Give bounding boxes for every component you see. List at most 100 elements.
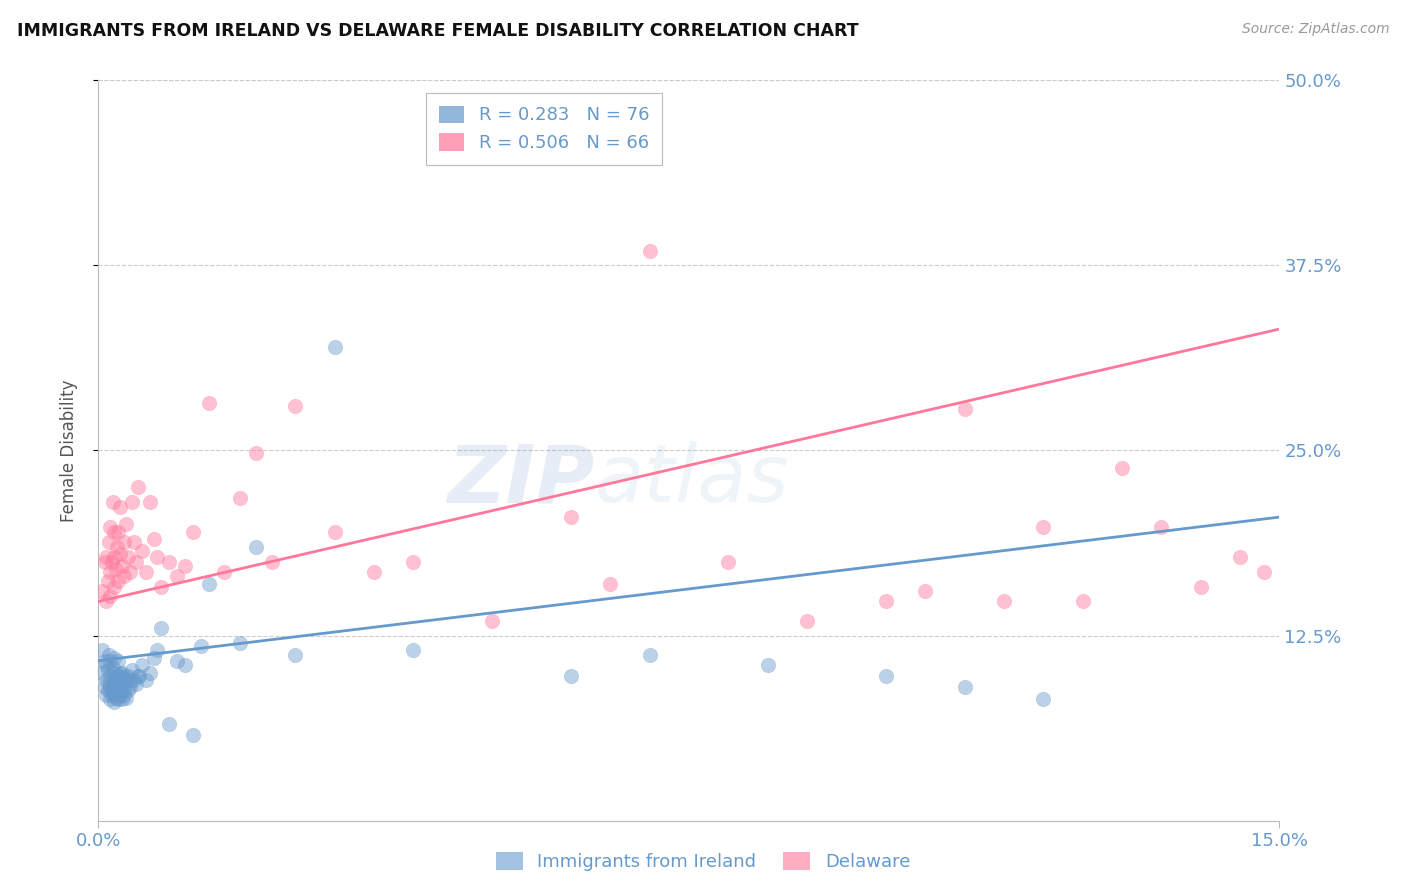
Point xyxy=(105,683,128,698)
Point xyxy=(97,535,120,549)
Legend: R = 0.283   N = 76, R = 0.506   N = 66: R = 0.283 N = 76, R = 0.506 N = 66 xyxy=(426,93,662,165)
Point xyxy=(135,565,157,579)
Point xyxy=(197,396,219,410)
Point xyxy=(135,673,157,687)
Point xyxy=(993,594,1015,608)
Point xyxy=(108,688,131,702)
Point xyxy=(112,668,135,682)
Point xyxy=(121,673,143,687)
Point xyxy=(110,500,132,514)
Y-axis label: Female Disability: Female Disability xyxy=(59,379,77,522)
Point xyxy=(1071,594,1094,608)
Point xyxy=(107,681,129,695)
Point xyxy=(150,580,173,594)
Point xyxy=(953,681,976,695)
Point xyxy=(166,569,188,583)
Point xyxy=(103,695,125,709)
Point xyxy=(138,665,160,680)
Point xyxy=(96,550,118,565)
Point xyxy=(245,540,267,554)
Point xyxy=(101,673,124,687)
Point xyxy=(197,576,219,591)
Point xyxy=(122,673,145,687)
Point xyxy=(284,399,307,413)
Point xyxy=(103,524,125,539)
Point xyxy=(181,728,204,742)
Point xyxy=(402,555,425,569)
Point xyxy=(103,688,125,702)
Point xyxy=(91,643,114,657)
Point xyxy=(118,565,141,579)
Point xyxy=(107,574,129,588)
Point xyxy=(103,677,125,691)
Point xyxy=(157,717,180,731)
Point xyxy=(1189,580,1212,594)
Point xyxy=(104,562,127,576)
Point xyxy=(229,491,252,505)
Point xyxy=(157,555,180,569)
Point xyxy=(103,665,125,680)
Point xyxy=(121,495,143,509)
Point xyxy=(111,558,134,573)
Point xyxy=(138,495,160,509)
Point xyxy=(953,402,976,417)
Point xyxy=(481,614,503,628)
Point xyxy=(108,673,131,687)
Point xyxy=(146,550,169,565)
Point xyxy=(560,668,582,682)
Point xyxy=(101,688,124,702)
Point xyxy=(638,648,661,662)
Point xyxy=(717,555,740,569)
Point xyxy=(1253,565,1275,579)
Point xyxy=(96,688,118,702)
Point xyxy=(638,244,661,258)
Point xyxy=(131,544,153,558)
Point xyxy=(560,510,582,524)
Point xyxy=(1229,550,1251,565)
Point xyxy=(98,654,121,668)
Point xyxy=(103,550,125,565)
Point xyxy=(323,524,346,539)
Point xyxy=(104,676,127,690)
Point xyxy=(181,524,204,539)
Point xyxy=(91,584,114,599)
Point xyxy=(142,533,165,547)
Point xyxy=(117,550,139,565)
Point xyxy=(110,665,132,680)
Point xyxy=(323,340,346,354)
Point xyxy=(98,565,121,579)
Point xyxy=(122,535,145,549)
Point xyxy=(107,654,129,668)
Point xyxy=(115,517,138,532)
Point xyxy=(127,668,149,682)
Point xyxy=(91,665,114,680)
Point xyxy=(363,565,385,579)
Point xyxy=(599,576,621,591)
Point xyxy=(97,677,120,691)
Point xyxy=(103,580,125,594)
Text: ZIP: ZIP xyxy=(447,441,595,519)
Point xyxy=(108,547,131,561)
Point xyxy=(796,614,818,628)
Text: Source: ZipAtlas.com: Source: ZipAtlas.com xyxy=(1241,22,1389,37)
Point xyxy=(97,683,120,698)
Point xyxy=(101,683,124,698)
Point xyxy=(96,594,118,608)
Point xyxy=(111,681,134,695)
Point xyxy=(127,480,149,494)
Point xyxy=(110,683,132,698)
Legend: Immigrants from Ireland, Delaware: Immigrants from Ireland, Delaware xyxy=(488,846,918,879)
Point xyxy=(875,594,897,608)
Point xyxy=(98,692,121,706)
Point xyxy=(245,446,267,460)
Point xyxy=(112,569,135,583)
Point xyxy=(115,690,138,705)
Point xyxy=(104,690,127,705)
Point xyxy=(121,663,143,677)
Point xyxy=(97,663,120,677)
Point xyxy=(914,584,936,599)
Point xyxy=(101,555,124,569)
Point xyxy=(98,668,121,682)
Point xyxy=(112,535,135,549)
Point xyxy=(174,658,197,673)
